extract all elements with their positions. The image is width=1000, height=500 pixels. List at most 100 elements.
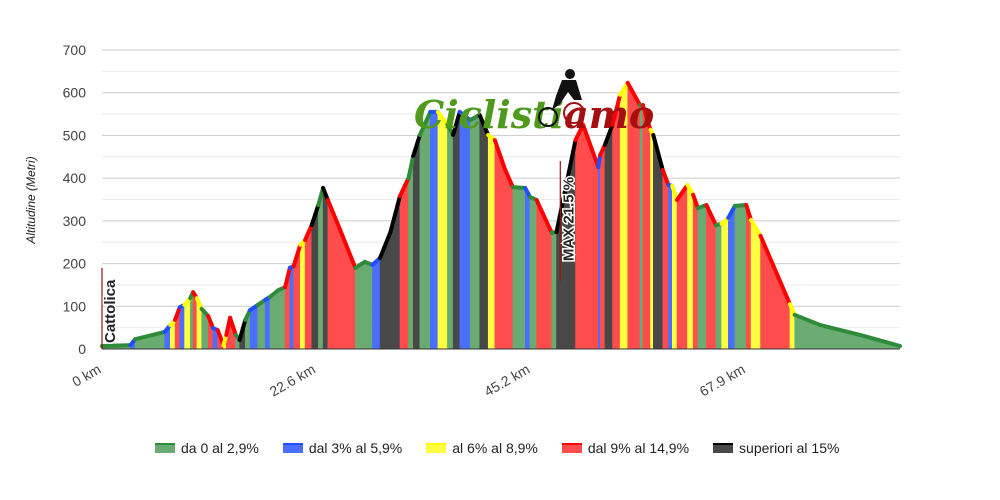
legend: da 0 al 2,9% dal 3% al 5,9% al 6% al 8,9% d… <box>155 440 863 456</box>
segment-fill <box>452 111 460 350</box>
segment-line <box>378 229 393 261</box>
segment-fill <box>697 204 707 350</box>
segment-line <box>573 122 586 143</box>
segment-fill <box>551 231 557 350</box>
segment-fill <box>728 204 736 350</box>
segment-line <box>726 203 737 220</box>
segment-line <box>691 192 700 211</box>
segment-fill <box>650 128 654 350</box>
segment-line <box>411 133 422 158</box>
segment-fill <box>318 187 324 350</box>
segment-fill <box>604 124 613 350</box>
segment-line <box>510 185 528 190</box>
legend-label: dal 9% al 14,9% <box>587 440 690 456</box>
segment-fill <box>430 111 439 350</box>
segment-line <box>503 168 515 190</box>
y-tick-label: 500 <box>63 127 87 143</box>
y-tick-label: 100 <box>63 298 87 314</box>
x-tick-label: 45.2 km <box>481 361 532 400</box>
segment-line <box>100 343 133 349</box>
legend-item-b: dal 3% al 5,9% <box>282 440 403 456</box>
y-tick-label: 200 <box>63 256 87 272</box>
segment-fill <box>372 257 381 350</box>
legend-item-r: dal 9% al 14,9% <box>561 440 690 456</box>
y-tick-label: 700 <box>63 42 87 58</box>
segment-line <box>749 218 763 238</box>
legend-swatch <box>155 443 175 453</box>
segment-line <box>758 233 792 307</box>
x-tick-label: 67.9 km <box>697 361 748 400</box>
segment-fill <box>536 199 553 350</box>
segment-line <box>133 329 167 342</box>
segment-fill <box>322 187 329 350</box>
legend-swatch <box>426 443 447 453</box>
segment-fill <box>269 289 279 350</box>
segment-line <box>406 153 416 181</box>
legend-item-k: superiori al 15% <box>713 440 839 456</box>
cyclist-wheel-icon <box>538 107 558 127</box>
segment-fill <box>642 105 651 350</box>
segment-fill <box>355 261 366 350</box>
segment-fill <box>750 219 761 350</box>
segment-line <box>858 332 902 349</box>
segment-fill <box>676 184 688 350</box>
segment-fill <box>289 265 294 350</box>
segment-fill <box>179 304 185 350</box>
logo-text-part1: Ciclisti <box>414 92 564 137</box>
x-tick-label: 22.6 km <box>267 361 318 400</box>
cyclist-body-icon <box>552 80 582 110</box>
segment-line <box>303 223 314 243</box>
segment-fill <box>304 225 312 350</box>
segment-fill <box>672 185 678 350</box>
segment-line <box>388 194 402 234</box>
segment-fill <box>494 140 506 350</box>
segment-fill <box>399 178 409 350</box>
segment-line <box>660 168 671 187</box>
segment-line <box>457 109 473 123</box>
segment-line <box>173 305 182 322</box>
segment-fill <box>715 223 722 350</box>
segment-fill <box>469 114 480 350</box>
segment-line <box>325 197 343 232</box>
segment-line <box>744 203 754 223</box>
cyclist-head-icon <box>565 69 575 79</box>
segment-fill <box>662 169 669 350</box>
segment-fill <box>687 184 694 350</box>
segment-fill <box>639 104 644 350</box>
y-tick-label: 600 <box>63 85 87 101</box>
segment-line <box>640 103 653 132</box>
segment-line <box>792 312 823 328</box>
segment-fill <box>668 184 673 350</box>
segment-line <box>596 153 603 170</box>
annotation-label: Cattolica <box>102 279 119 343</box>
segment-fill <box>408 155 414 350</box>
segment-line <box>417 109 433 138</box>
segment-line <box>228 315 238 337</box>
segment-line <box>704 203 718 228</box>
segment-fill <box>505 169 514 350</box>
logo: Ciclistiamo <box>414 69 654 137</box>
segment-fill <box>706 204 717 350</box>
segment-line <box>492 138 508 173</box>
legend-label: superiori al 15% <box>739 440 840 456</box>
segment-fill <box>300 239 306 350</box>
segment-line <box>206 314 216 331</box>
segment-fill <box>479 114 489 350</box>
legend-label: dal 3% al 5,9% <box>308 440 403 456</box>
segment-line <box>338 227 358 270</box>
y-axis-title: Altitudine (Metri) <box>24 156 38 244</box>
y-tick-label: 0 <box>78 341 86 357</box>
segment-fill <box>529 196 537 350</box>
segment-fill <box>598 155 601 350</box>
segment-line <box>397 176 411 199</box>
segment-line <box>309 203 321 228</box>
segment-line <box>435 109 450 127</box>
segment-fill <box>364 261 373 350</box>
legend-swatch <box>561 443 582 453</box>
segment-line <box>818 323 863 337</box>
segment-fill <box>692 194 699 350</box>
segment-fill <box>437 111 448 350</box>
segment-line <box>237 317 248 343</box>
segment-fill <box>512 186 526 350</box>
